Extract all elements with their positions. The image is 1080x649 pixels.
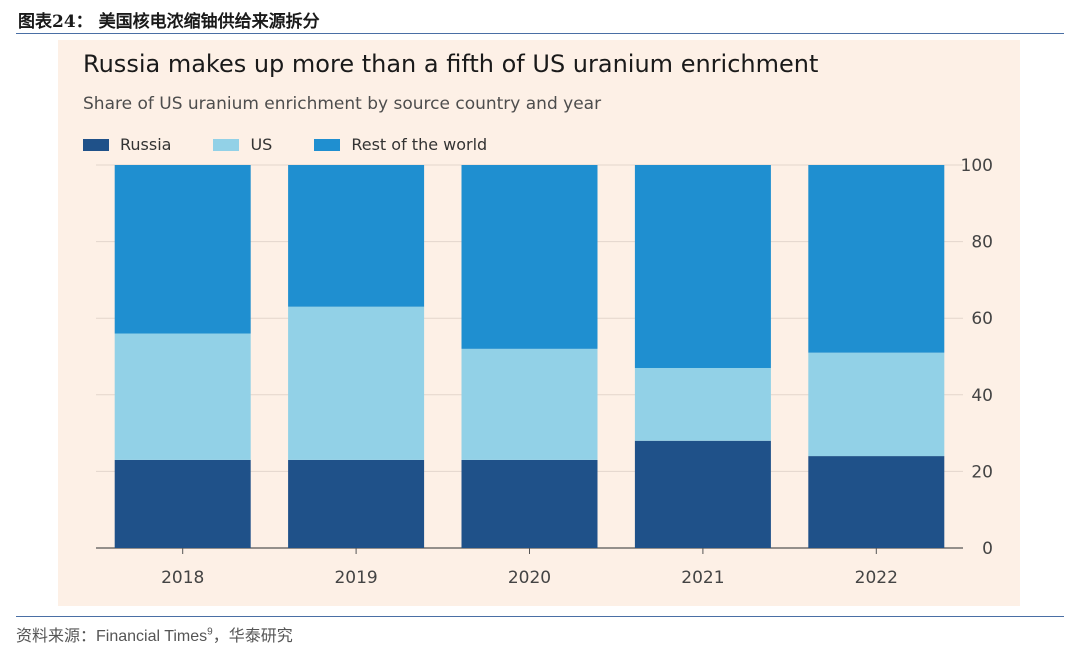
y-tick-label: 100 (961, 156, 993, 176)
x-tick-label: 2020 (508, 568, 551, 588)
source-suffix: ，华泰研究 (212, 628, 293, 645)
bar-russia-2020 (461, 459, 598, 548)
bar-russia-2018 (114, 459, 251, 548)
x-tick-label: 2022 (855, 568, 898, 588)
bar-us-2022 (808, 352, 945, 457)
bar-us-2020 (461, 348, 598, 460)
bar-rest-of-the-world-2020 (461, 165, 598, 349)
legend-swatch (213, 138, 240, 151)
bar-us-2019 (288, 306, 425, 460)
chart-subtitle: Share of US uranium enrichment by source… (83, 94, 602, 114)
bar-rest-of-the-world-2018 (114, 165, 251, 334)
chart-legend: Russia US Rest of the world (83, 135, 529, 154)
legend-swatch (83, 138, 109, 151)
legend-swatch (314, 138, 341, 151)
x-tick-label: 2018 (161, 568, 204, 588)
legend-item-rest-of-the-world: Rest of the world (314, 135, 487, 154)
legend-item-russia: Russia (83, 135, 171, 154)
figure-header: 图表24： 美国核电浓缩铀供给来源拆分 (18, 12, 320, 32)
y-tick-label: 40 (971, 386, 993, 406)
legend-label: Russia (120, 135, 172, 154)
y-tick-label: 20 (971, 462, 993, 482)
chart-title: Russia makes up more than a fifth of US … (83, 50, 819, 78)
bar-us-2018 (114, 333, 251, 460)
bar-russia-2022 (808, 456, 945, 548)
chart-panel: Russia makes up more than a fifth of US … (58, 40, 1020, 606)
footer-divider (16, 616, 1064, 617)
bar-rest-of-the-world-2021 (634, 165, 771, 368)
source-prefix: 资料来源：Financial Times (16, 628, 208, 645)
source-note: 资料来源：Financial Times9，华泰研究 (16, 622, 293, 646)
bar-russia-2019 (288, 459, 425, 548)
y-tick-label: 0 (982, 539, 993, 559)
bar-rest-of-the-world-2022 (808, 165, 945, 353)
bar-rest-of-the-world-2019 (288, 165, 425, 307)
header-divider (16, 33, 1064, 34)
legend-item-us: US (213, 135, 272, 154)
bar-russia-2021 (634, 440, 771, 548)
x-tick-label: 2021 (681, 568, 724, 588)
y-tick-label: 60 (971, 309, 993, 329)
y-tick-label: 80 (971, 233, 993, 253)
legend-label: US (250, 135, 273, 154)
source-footnote: 9 (207, 626, 213, 638)
bar-us-2021 (634, 367, 771, 441)
bar-plot: 0 20 40 60 80 100 2018 2019 2020 2021 2022 (96, 156, 993, 588)
legend-label: Rest of the world (351, 135, 488, 154)
x-tick-label: 2019 (334, 568, 377, 588)
